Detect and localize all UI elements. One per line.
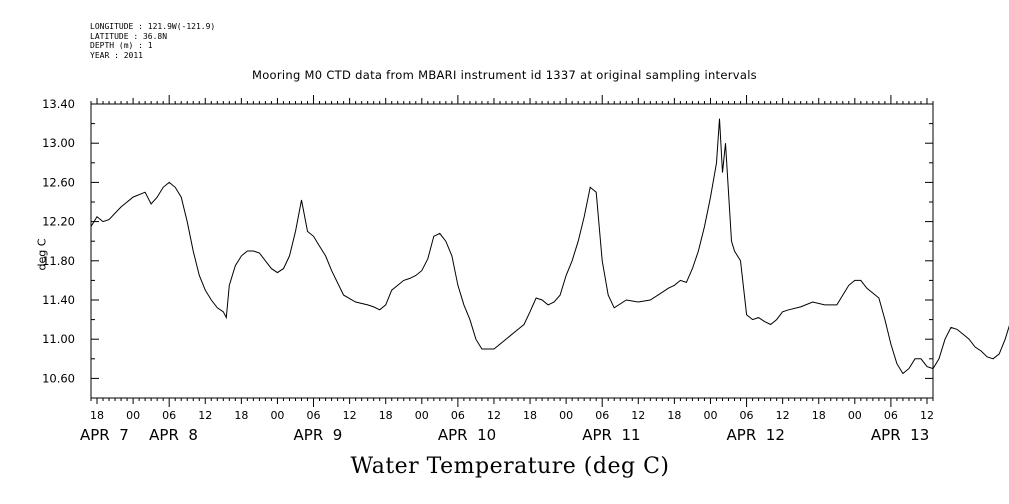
depth-text: DEPTH (m) : 1 xyxy=(90,41,153,50)
x-date-label: APR 7 xyxy=(80,426,129,444)
series-line xyxy=(90,118,1009,375)
x-hour-label: 00 xyxy=(126,409,140,422)
y-tick-label: 11.40 xyxy=(42,293,75,307)
x-hour-label: 00 xyxy=(848,409,862,422)
x-hour-label: 18 xyxy=(667,409,681,422)
x-hour-label: 18 xyxy=(379,409,393,422)
x-hour-label: 00 xyxy=(415,409,429,422)
x-hour-label: 00 xyxy=(703,409,717,422)
x-axis-label: Water Temperature (deg C) xyxy=(350,454,670,479)
x-hour-label: 06 xyxy=(162,409,176,422)
x-hour-label: 06 xyxy=(884,409,898,422)
x-hour-label: 12 xyxy=(343,409,357,422)
longitude-text: LONGITUDE : 121.9W(-121.9) xyxy=(90,22,216,31)
metadata-block: LONGITUDE : 121.9W(-121.9) LATITUDE : 36… xyxy=(90,22,215,60)
x-hour-label: 18 xyxy=(812,409,826,422)
y-tick-label: 13.00 xyxy=(42,136,75,150)
chart-title: Mooring M0 CTD data from MBARI instrumen… xyxy=(252,68,757,82)
x-hour-label: 18 xyxy=(523,409,537,422)
y-tick-label: 10.60 xyxy=(42,371,75,385)
x-hour-label: 12 xyxy=(487,409,501,422)
x-hour-label: 12 xyxy=(198,409,212,422)
x-date-label: APR 10 xyxy=(438,426,496,444)
y-tick-label: 12.20 xyxy=(42,215,75,229)
x-hour-label: 06 xyxy=(740,409,754,422)
axis-tick-labels: 10.60 11.00 11.40 11.80 12.20 12.60 13.00 13.40… xyxy=(42,97,934,444)
x-hour-label: 18 xyxy=(90,409,104,422)
latitude-text: LATITUDE : 36.8N xyxy=(90,31,168,41)
x-hour-label: 18 xyxy=(234,409,248,422)
x-hour-label: 06 xyxy=(307,409,321,422)
plot-frame xyxy=(90,103,934,399)
x-hour-label: 00 xyxy=(270,409,284,422)
x-hour-label: 12 xyxy=(631,409,645,422)
x-date-label: APR 12 xyxy=(727,426,785,444)
x-hour-label: 06 xyxy=(595,409,609,422)
y-tick-label: 12.60 xyxy=(42,175,75,189)
x-hour-label: 06 xyxy=(451,409,465,422)
y-tick-label: 11.80 xyxy=(42,254,75,268)
x-date-label: APR 11 xyxy=(582,426,640,444)
x-hour-label: 00 xyxy=(559,409,573,422)
x-hour-label: 12 xyxy=(776,409,790,422)
x-date-label: APR 9 xyxy=(294,426,343,444)
x-date-label: APR 13 xyxy=(871,426,929,444)
x-hour-label: 12 xyxy=(920,409,934,422)
y-tick-label: 11.00 xyxy=(42,332,75,346)
y-tick-label: 13.40 xyxy=(42,97,75,111)
axis-ticks xyxy=(90,95,934,407)
year-text: YEAR : 2011 xyxy=(90,50,143,60)
x-date-label: APR 8 xyxy=(149,426,198,444)
